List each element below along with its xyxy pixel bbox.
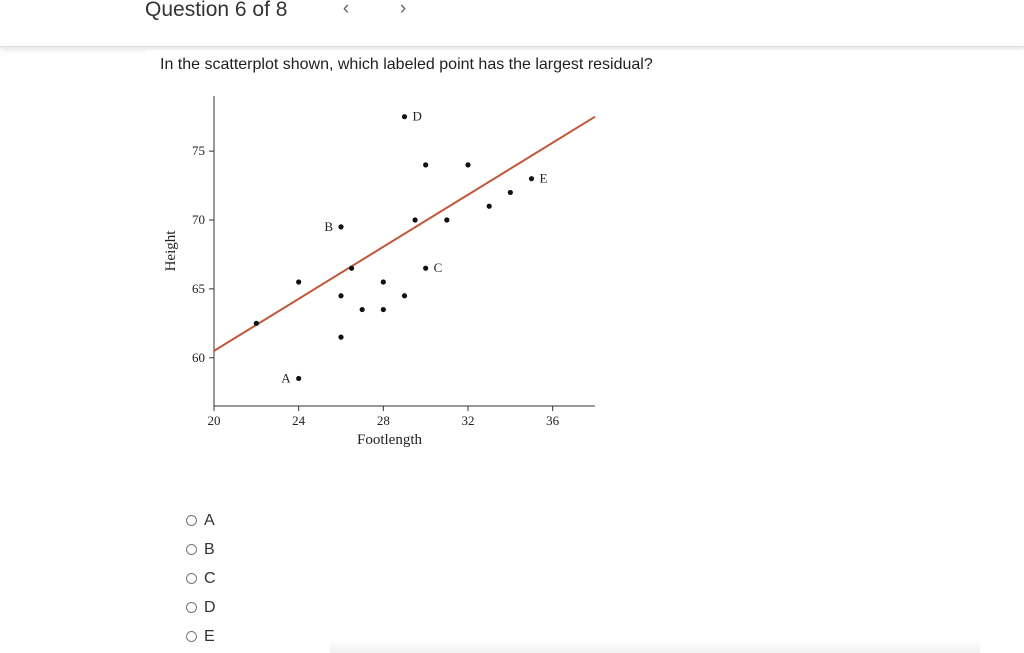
x-tick-label: 32: [462, 413, 475, 428]
question-prompt: In the scatterplot shown, which labeled …: [160, 56, 653, 73]
y-tick-label: 65: [192, 281, 205, 296]
data-point: [507, 189, 513, 196]
regression-line: [213, 115, 596, 352]
data-point: [338, 224, 344, 230]
data-point: [401, 114, 408, 120]
radio-button[interactable]: [186, 544, 197, 555]
question-card: [145, 50, 1024, 653]
point-label: A: [281, 370, 291, 385]
x-tick-label: 20: [208, 413, 221, 428]
question-counter: Question 6 of 8: [145, 0, 288, 21]
point-label: D: [413, 109, 422, 124]
data-point: [380, 306, 386, 313]
data-point: [253, 320, 259, 326]
data-point: [412, 217, 418, 223]
next-question-icon[interactable]: ›: [399, 0, 407, 19]
y-tick-label: 60: [192, 350, 205, 365]
data-point: [423, 265, 429, 271]
data-point: [486, 203, 492, 209]
y-axis-label: Height: [163, 230, 179, 272]
data-point: [528, 176, 535, 182]
data-point: [359, 306, 365, 313]
data-point: [423, 162, 429, 168]
y-tick-label: 75: [192, 143, 205, 158]
answer-option-b[interactable]: B: [186, 535, 216, 564]
data-point: [401, 293, 408, 299]
data-point: [338, 293, 344, 299]
question-header: Question 6 of 8 ‹ ›: [0, 0, 1024, 47]
data-point: [444, 217, 450, 223]
answer-option-d[interactable]: D: [186, 593, 216, 622]
radio-button[interactable]: [186, 631, 197, 642]
option-label: E: [204, 627, 215, 645]
x-tick-label: 24: [292, 413, 306, 428]
data-point: [338, 334, 344, 340]
radio-button[interactable]: [186, 515, 197, 526]
footer-shadow: [330, 640, 980, 653]
option-label: D: [204, 598, 216, 616]
y-tick-label: 70: [192, 212, 205, 227]
option-label: C: [204, 569, 216, 587]
radio-button[interactable]: [186, 573, 197, 584]
data-point: [296, 279, 302, 285]
data-point: [380, 279, 386, 285]
data-point: [348, 265, 355, 271]
x-tick-label: 28: [377, 413, 390, 428]
previous-question-icon[interactable]: ‹: [342, 0, 350, 19]
answer-option-c[interactable]: C: [186, 564, 216, 593]
point-label: C: [434, 260, 443, 275]
answer-option-e[interactable]: E: [186, 622, 216, 651]
data-point: [465, 162, 471, 168]
x-tick-label: 36: [546, 413, 560, 428]
option-label: B: [204, 540, 215, 558]
answer-options: A B C D E: [186, 506, 216, 651]
answer-option-a[interactable]: A: [186, 506, 216, 535]
point-label: E: [540, 171, 548, 186]
x-axis-label: Footlength: [357, 432, 423, 448]
data-point: [296, 375, 302, 382]
option-label: A: [204, 511, 215, 529]
radio-button[interactable]: [186, 602, 197, 613]
point-label: B: [324, 219, 333, 234]
scatterplot: 20 24 28 32 36 60 65 70 75 Footlength Height A B D C E: [163, 96, 596, 448]
